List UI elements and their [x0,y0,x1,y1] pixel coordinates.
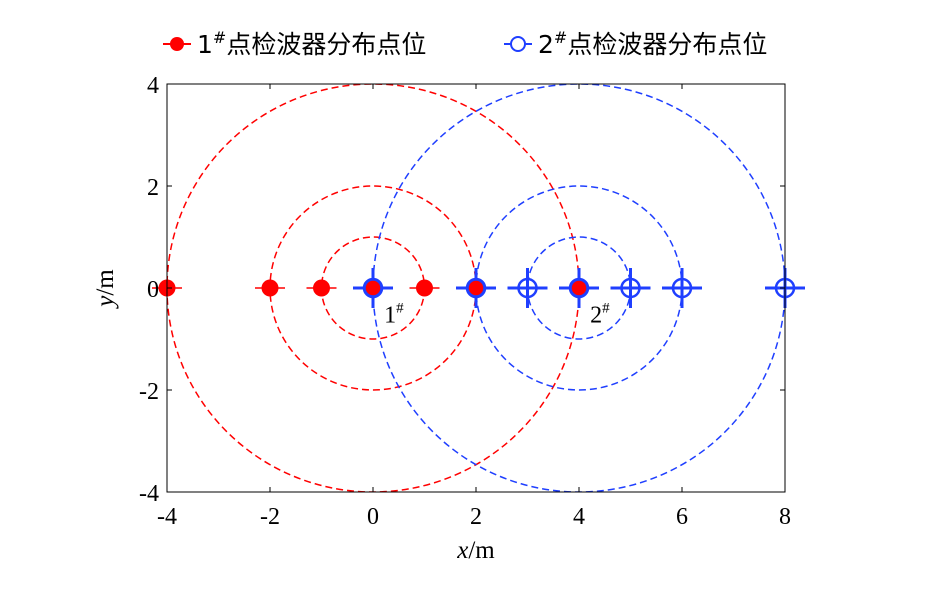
y-tick-label: -4 [139,481,159,507]
point-s2-4 [610,268,651,308]
center-annotations: 1# 2# [384,301,610,329]
legend-entry-series-2: 2#点检波器分布点位 [504,28,767,59]
point-overlap-marker [569,278,589,298]
plot-area [152,83,805,493]
center-label-1: 1# [384,301,404,329]
y-axis: 4 2 0 -2 -4 [139,73,785,507]
legend-label-1: 1#点检波器分布点位 [197,28,426,59]
y-tick-label: 0 [147,277,159,303]
point-marker [517,277,538,299]
x-tick-label: 4 [573,504,585,530]
x-tick-label: -2 [260,504,280,530]
point-marker [671,277,693,299]
x-tick-label: 6 [676,504,688,530]
x-tick-label: 0 [367,504,379,530]
point-marker [261,279,279,297]
legend-marker-1 [170,37,184,51]
point-marker [416,279,433,297]
point-s2-2 [507,268,548,308]
legend: 1#点检波器分布点位 2#点检波器分布点位 [163,28,767,59]
y-tick-label: 2 [147,175,159,201]
x-tick-label: 2 [470,504,482,530]
data-points [152,268,805,308]
legend-marker-2 [510,36,526,52]
legend-entry-series-1: 1#点检波器分布点位 [163,28,426,59]
point-s1-1 [255,279,285,297]
x-axis: -4 -2 0 2 4 6 8 [157,84,791,530]
point-marker [313,279,330,297]
point-overlap-marker [466,278,486,298]
x-tick-label: 8 [779,504,791,530]
x-tick-label: -4 [157,504,177,530]
point-marker [620,277,641,299]
x-axis-label: x/m [456,537,495,564]
y-tick-label: -2 [139,379,159,405]
point-s1-2 [306,279,337,297]
point-s1-4 [409,279,440,297]
point-overlap-marker [363,278,383,298]
legend-label-2: 2#点检波器分布点位 [538,28,767,59]
point-s2-5 [662,268,702,308]
center-label-2: 2# [590,301,610,329]
y-axis-label: y/m [92,269,119,310]
y-tick-label: 4 [147,73,159,99]
